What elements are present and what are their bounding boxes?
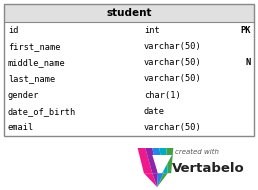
Bar [4,22,254,136]
Text: PK: PK [240,26,251,35]
Text: varchar(50): varchar(50) [144,58,202,67]
Polygon shape [138,148,152,173]
Polygon shape [152,155,172,173]
Polygon shape [159,148,168,173]
Polygon shape [157,173,164,187]
Text: date_of_birth: date_of_birth [8,107,76,116]
Polygon shape [144,173,157,187]
Polygon shape [152,148,164,173]
Text: first_name: first_name [8,42,60,51]
Text: N: N [246,58,251,67]
Text: char(1): char(1) [144,91,181,100]
Text: last_name: last_name [8,74,55,83]
Polygon shape [166,148,173,173]
Text: gender: gender [8,91,39,100]
Text: id: id [8,26,19,35]
Text: date: date [144,107,165,116]
Polygon shape [145,148,158,173]
Text: Vertabelo: Vertabelo [172,162,245,174]
Text: int: int [144,26,160,35]
Text: middle_name: middle_name [8,58,66,67]
Text: student: student [106,8,152,18]
Text: varchar(50): varchar(50) [144,42,202,51]
Bar [4,4,254,22]
Polygon shape [157,173,168,187]
Text: email: email [8,123,34,132]
Polygon shape [152,173,158,187]
Text: varchar(50): varchar(50) [144,123,202,132]
Text: created with: created with [175,149,219,155]
Text: varchar(50): varchar(50) [144,74,202,83]
Bar [4,4,254,136]
